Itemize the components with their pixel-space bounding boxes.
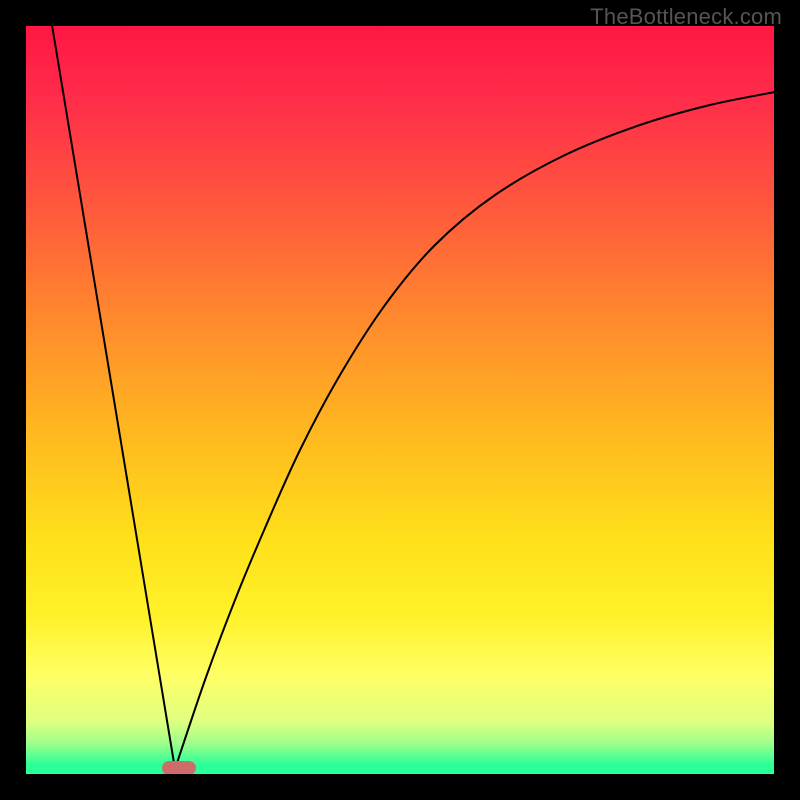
chart-gradient-background bbox=[25, 25, 775, 765]
bottleneck-chart: TheBottleneck.com bbox=[0, 0, 800, 800]
chart-green-band bbox=[25, 765, 775, 775]
chart-svg bbox=[0, 0, 800, 800]
watermark-text: TheBottleneck.com bbox=[590, 4, 782, 30]
optimal-point-marker bbox=[162, 761, 196, 775]
